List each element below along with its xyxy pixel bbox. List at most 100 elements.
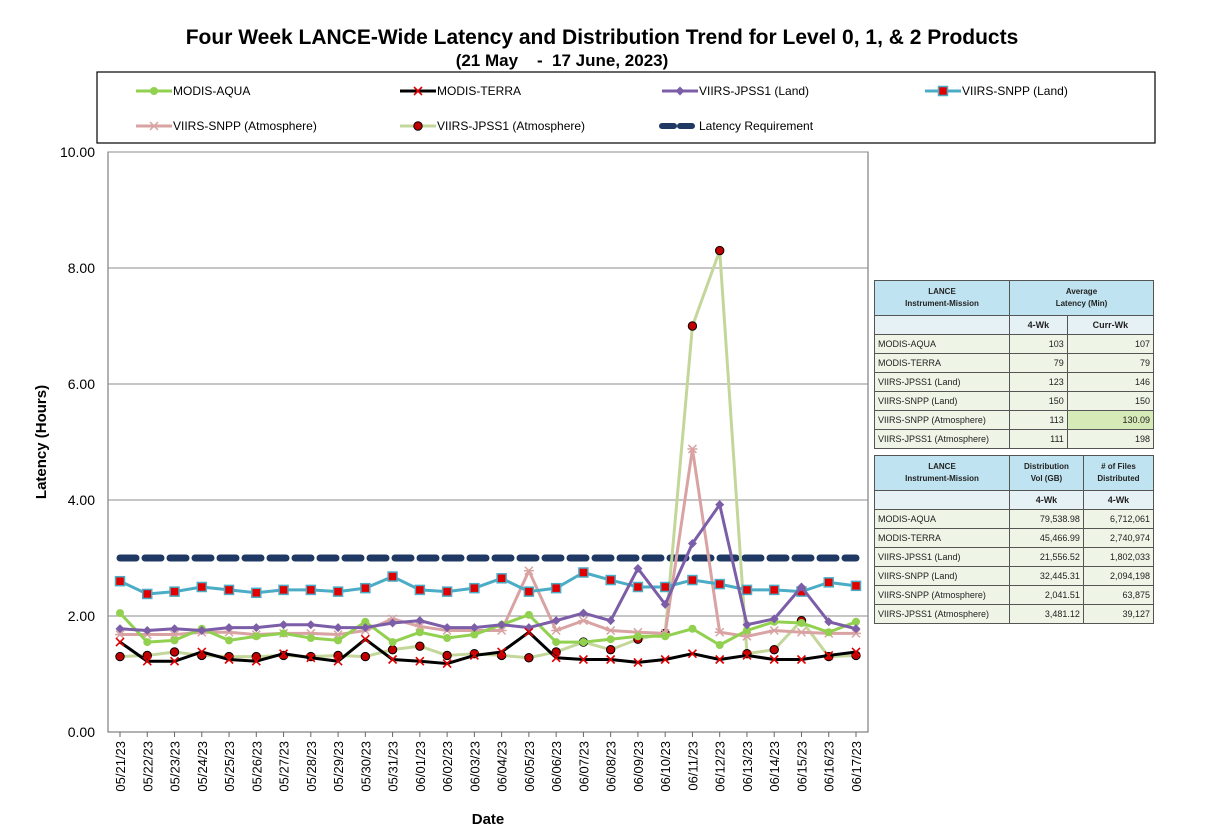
data-point-VIIRS-SNPP (Land) xyxy=(441,586,453,597)
data-point-MODIS-AQUA xyxy=(824,628,833,637)
data-point-MODIS-AQUA xyxy=(170,636,179,645)
distribution-cell-files: 39,127 xyxy=(1082,604,1155,624)
data-point-VIIRS-SNPP (Land) xyxy=(659,581,671,593)
series-group xyxy=(114,245,862,669)
data-point-VIIRS-JPSS1 (Land) xyxy=(360,623,370,633)
plot-area xyxy=(107,151,869,733)
x-tick-label: 06/06/23 xyxy=(549,741,564,792)
data-point-MODIS-TERRA xyxy=(169,656,180,666)
data-point-VIIRS-SNPP (Land) xyxy=(714,578,725,590)
y-tick-label: 8.00 xyxy=(68,260,95,276)
data-point-VIIRS-SNPP (Land) xyxy=(223,584,235,596)
data-point-VIIRS-JPSS1 (Atmosphere) xyxy=(360,651,371,662)
distribution-cell-vol: 21,556.52 xyxy=(1009,547,1084,567)
data-point-VIIRS-JPSS1 (Atmosphere) xyxy=(769,644,779,655)
data-point-VIIRS-JPSS1 (Land) xyxy=(442,623,452,633)
latency-cell-name: VIIRS-SNPP (Atmosphere) xyxy=(874,410,1010,430)
x-axis-label: Date xyxy=(472,811,505,828)
data-point-VIIRS-SNPP (Land) xyxy=(414,584,426,596)
series-line-MODIS-TERRA xyxy=(119,630,857,666)
data-point-VIIRS-JPSS1 (Atmosphere) xyxy=(169,647,180,657)
data-point-MODIS-TERRA xyxy=(306,653,316,663)
data-point-MODIS-TERRA xyxy=(660,654,670,665)
data-point-MODIS-TERRA xyxy=(551,653,561,663)
latency-row: VIIRS-JPSS1 (Atmosphere) 111 198 xyxy=(874,429,1155,449)
distribution-row: MODIS-TERRA 45,466.99 2,740,974 xyxy=(874,528,1155,548)
distribution-cell-name: VIIRS-JPSS1 (Land) xyxy=(874,547,1010,567)
data-point-MODIS-AQUA xyxy=(797,618,806,627)
data-point-VIIRS-JPSS1 (Atmosphere) xyxy=(605,644,616,655)
x-tick-label: 05/30/23 xyxy=(358,741,373,792)
data-point-VIIRS-JPSS1 (Atmosphere) xyxy=(415,641,425,651)
distribution-cell-files: 1,802,033 xyxy=(1082,547,1155,567)
data-point-VIIRS-SNPP (Atmosphere) xyxy=(578,616,589,626)
data-point-MODIS-AQUA xyxy=(443,634,452,643)
x-tick-label: 06/05/23 xyxy=(522,741,537,792)
data-point-VIIRS-SNPP (Atmosphere) xyxy=(851,628,861,638)
series-line-VIIRS-JPSS1 (Land) xyxy=(119,503,857,632)
data-point-MODIS-AQUA xyxy=(143,638,152,647)
data-point-MODIS-AQUA xyxy=(415,628,424,637)
data-point-VIIRS-SNPP (Land) xyxy=(578,567,589,578)
data-point-MODIS-AQUA xyxy=(524,610,533,619)
x-tick-label: 06/08/23 xyxy=(604,741,619,792)
data-point-VIIRS-SNPP (Atmosphere) xyxy=(523,566,534,576)
y-tick-label: 2.00 xyxy=(68,608,95,624)
latency-cell-name: MODIS-TERRA xyxy=(874,353,1010,373)
x-tick-labels: 05/21/23 05/22/23 05/23/23 05/24/23 05/25/23… xyxy=(113,732,864,792)
x-tick-label: 06/02/23 xyxy=(440,741,455,792)
data-point-VIIRS-SNPP (Land) xyxy=(523,586,535,597)
data-point-VIIRS-JPSS1 (Atmosphere) xyxy=(687,321,698,331)
data-point-VIIRS-SNPP (Atmosphere) xyxy=(769,625,780,636)
legend-marker xyxy=(675,86,685,96)
y-tick-label: 0.00 xyxy=(68,724,95,740)
data-point-VIIRS-JPSS1 (Land) xyxy=(497,620,507,630)
data-point-VIIRS-JPSS1 (Land) xyxy=(769,614,779,624)
latency-header-instrument: LANCE Instrument-Mission xyxy=(874,280,1010,316)
data-point-VIIRS-JPSS1 (Land) xyxy=(742,620,752,630)
legend: MODIS-AQUA MODIS-TERRA VIIRS-JPSS1 (Land) V… xyxy=(136,84,1068,133)
series-line-MODIS-AQUA xyxy=(118,612,857,647)
data-point-MODIS-TERRA xyxy=(333,656,343,666)
data-point-MODIS-TERRA xyxy=(415,656,425,666)
distribution-cell-name: VIIRS-JPSS1 (Atmosphere) xyxy=(874,604,1010,624)
x-tick-label: 05/25/23 xyxy=(222,741,237,792)
data-point-MODIS-AQUA xyxy=(633,632,642,641)
latency-cell-curwk: 150 xyxy=(1066,391,1155,411)
data-point-VIIRS-SNPP (Land) xyxy=(496,573,507,584)
data-point-MODIS-TERRA xyxy=(360,634,370,644)
x-tick-label: 05/31/23 xyxy=(386,741,401,792)
data-point-VIIRS-SNPP (Land) xyxy=(741,584,753,596)
latency-cell-curwk: 107 xyxy=(1066,334,1155,354)
x-tick-label: 05/29/23 xyxy=(331,741,346,792)
distribution-cell-name: VIIRS-SNPP (Atmosphere) xyxy=(874,585,1010,605)
data-point-MODIS-AQUA xyxy=(388,638,397,647)
x-tick-label: 06/14/23 xyxy=(767,741,782,792)
distribution-cell-vol: 45,466.99 xyxy=(1009,528,1084,548)
data-point-MODIS-AQUA xyxy=(225,636,234,645)
latency-sub-4wk: 4-Wk xyxy=(1009,315,1068,335)
legend-marker xyxy=(149,121,159,131)
data-point-MODIS-TERRA xyxy=(578,654,588,665)
x-tick-label: 05/24/23 xyxy=(195,741,210,792)
distribution-row: VIIRS-JPSS1 (Atmosphere) 3,481.12 39,127 xyxy=(874,604,1155,624)
data-point-VIIRS-SNPP (Land) xyxy=(687,574,698,586)
distribution-table: LANCE Instrument-Mission Distribution Vo… xyxy=(874,455,1155,624)
data-point-VIIRS-SNPP (Land) xyxy=(142,588,153,600)
data-point-MODIS-TERRA xyxy=(197,647,207,657)
distribution-sub-files: 4-Wk xyxy=(1082,490,1155,510)
data-point-VIIRS-SNPP (Land) xyxy=(632,581,644,593)
data-point-VIIRS-SNPP (Land) xyxy=(850,580,862,592)
data-point-MODIS-TERRA xyxy=(687,649,698,659)
x-tick-label: 06/03/23 xyxy=(467,741,482,792)
data-point-VIIRS-JPSS1 (Land) xyxy=(170,624,180,634)
latency-header-average: Average Latency (Min) xyxy=(1009,280,1154,316)
y-tick-label: 6.00 xyxy=(68,376,95,392)
x-tick-label: 05/27/23 xyxy=(277,741,292,792)
legend-entry: MODIS-AQUA xyxy=(136,84,250,98)
legend-label: Latency Requirement xyxy=(699,119,814,133)
data-point-VIIRS-SNPP (Land) xyxy=(605,574,616,586)
data-point-VIIRS-JPSS1 (Land) xyxy=(333,623,343,633)
x-tick-label: 05/28/23 xyxy=(304,741,319,792)
latency-row: VIIRS-SNPP (Land) 150 150 xyxy=(874,391,1155,411)
